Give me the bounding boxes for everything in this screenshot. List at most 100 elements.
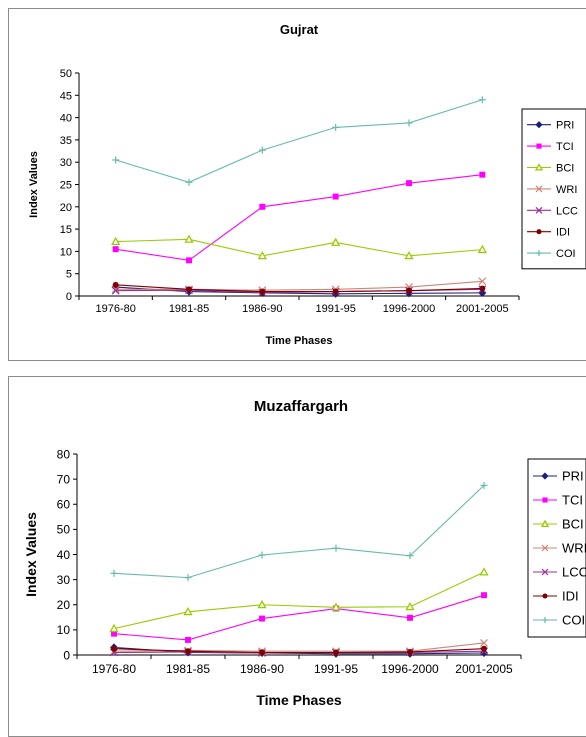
legend-label: COI [556,248,576,260]
x-axis-label: Time Phases [256,692,342,708]
legend-swatch-marker-stroke-b [541,544,549,552]
series-wri-line [113,642,485,652]
y-tick-label: 45 [60,90,72,102]
series-tci-point [481,592,487,599]
series-bci-point [331,237,341,246]
series-bci-point [184,234,194,243]
legend-swatch-marker [534,163,544,171]
legend-swatch-marker [536,250,542,257]
series-bci-point [477,244,487,254]
legend-swatch-marker [541,568,549,576]
legend-label: PRI [556,120,574,132]
series-coi-line [113,485,485,579]
series-coi-point [405,119,413,127]
series-tci-point [332,193,339,200]
chart-title: Gujrat [280,22,319,37]
y-tick-label: 20 [57,598,71,612]
x-tick-label: 1981-85 [169,303,209,315]
series-bci-point [109,623,119,633]
legend-swatch-marker [542,497,548,503]
series-bci-point [331,602,341,611]
legend-item-idi: IDI [533,589,579,604]
series-idi-point [481,645,487,652]
series-coi [112,96,486,186]
x-tick-label: 1991-95 [315,303,355,315]
series-bci-point [257,599,267,609]
y-tick-label: 20 [60,202,72,214]
series-coi-point [185,178,193,186]
y-tick-label: 80 [57,447,71,461]
series-idi-point [112,281,119,288]
legend-item-pri: PRI [527,120,574,132]
series-tci-line [113,594,485,641]
legend-label: COI [562,613,585,628]
series-idi-point [407,649,413,655]
series-idi [111,645,487,656]
series-idi-point [259,649,265,656]
series-idi-point [406,287,412,294]
legend-label: TCI [562,493,583,508]
series-coi-point [332,123,340,131]
legend-item-bci: BCI [533,517,584,532]
legend-swatch-marker [535,121,543,129]
legend-swatch-marker [536,229,542,235]
legend-label: LCC [562,565,586,580]
legend: PRI TCI BCI WRI LCC IDI COI [521,108,586,270]
gujrat-chart: Gujrat 0 5 10 15 20 25 30 35 40 45 50 1976-80 1981-85… [28,22,586,347]
legend-swatch-marker [541,472,549,480]
legend-swatch-marker [542,617,548,623]
legend-item-coi: COI [533,613,585,628]
x-tick-label: 2001-2005 [456,303,509,315]
series-lcc-point [111,286,120,295]
legend-item-tci: TCI [533,493,583,508]
series-coi-point [478,96,486,104]
x-tick-label: 1976-80 [95,303,135,315]
legend-swatch-marker [535,185,543,193]
muzaffargarh-chart-panel: Muzaffargarh 0 10 20 30 40 50 60 70 80 1976-80 1981… [8,376,586,737]
series-tci-point [186,257,192,264]
y-tick-label: 50 [60,68,72,80]
chart-title: Muzaffargarh [254,398,348,415]
legend-item-wri: WRI [533,541,586,556]
legend-swatch-marker-stroke-b [541,568,549,576]
series-coi-point [258,146,266,154]
legend-swatch-marker [535,206,543,214]
series-bci-point [111,236,121,246]
series-bci-point [183,606,193,616]
y-tick-label: 30 [60,157,72,169]
series-wri-point [111,285,120,294]
x-tick-label: 1986-90 [240,662,284,676]
legend-label: LCC [556,205,578,217]
series-bci-line [113,571,485,630]
series-tci-line [115,174,483,261]
legend-label: TCI [556,141,574,153]
legend-label: PRI [562,469,584,484]
series-lcc [111,285,487,297]
legend-swatch-marker-stroke-b [535,185,543,193]
y-tick-label: 0 [63,648,70,662]
series-tci-point [111,630,117,637]
legend-item-tci: TCI [527,141,574,153]
series-idi-point [185,648,191,655]
legend-item-coi: COI [527,248,576,260]
y-tick-label: 10 [60,246,72,258]
series-bci [109,567,489,633]
legend-label: BCI [562,517,584,532]
y-tick-label: 15 [60,224,72,236]
series-coi-point [184,574,192,582]
series-tci-point [112,246,119,253]
x-tick-label: 1981-85 [166,662,210,676]
series-coi-point [110,569,118,577]
series-idi-line [115,284,483,293]
legend-item-bci: BCI [527,162,574,174]
y-tick-label: 0 [66,291,72,303]
x-tick-label: 1996-2000 [383,303,436,315]
series-tci [112,171,486,264]
series-lcc-point-stroke-b [111,286,120,295]
series-tci-point [406,180,412,187]
series-idi-point [479,285,486,292]
y-tick-label: 40 [57,548,71,562]
series-tci [111,592,487,643]
gujrat-chart-panel: Gujrat 0 5 10 15 20 25 30 35 40 45 50 1976-80 1981-85… [8,8,586,361]
series-idi-point [259,288,266,295]
